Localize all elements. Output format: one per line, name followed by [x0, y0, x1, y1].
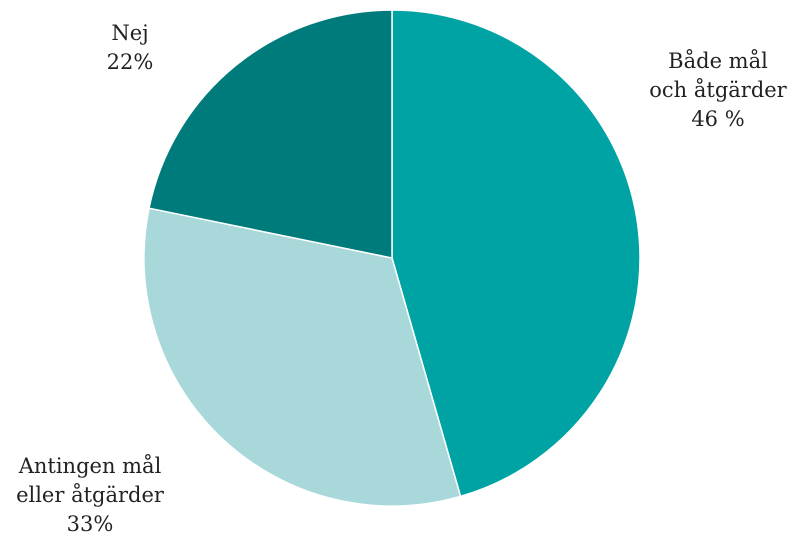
- pie-slices: [143, 9, 641, 507]
- pie-slice-2: [143, 207, 462, 507]
- slice-label-2: Antingen mål eller åtgärder 33%: [16, 454, 165, 536]
- slice-label-line: eller åtgärder: [16, 483, 165, 507]
- slice-label-line: Både mål: [668, 49, 768, 73]
- slice-label-1: Både mål och åtgärder 46 %: [649, 49, 787, 131]
- pie-slice-1: [391, 9, 641, 498]
- pie-slice-3: [148, 9, 393, 259]
- slice-label-line: Nej: [111, 21, 148, 45]
- slice-label-3: Nej 22%: [107, 21, 154, 74]
- slice-label-line: 33%: [67, 512, 114, 536]
- slice-label-line: 46 %: [691, 107, 744, 131]
- slice-label-line: och åtgärder: [649, 78, 787, 102]
- slice-label-line: Antingen mål: [18, 454, 162, 478]
- slice-label-line: 22%: [107, 50, 154, 74]
- slice-labels: Både mål och åtgärder 46 % Antingen mål elle…: [16, 21, 788, 536]
